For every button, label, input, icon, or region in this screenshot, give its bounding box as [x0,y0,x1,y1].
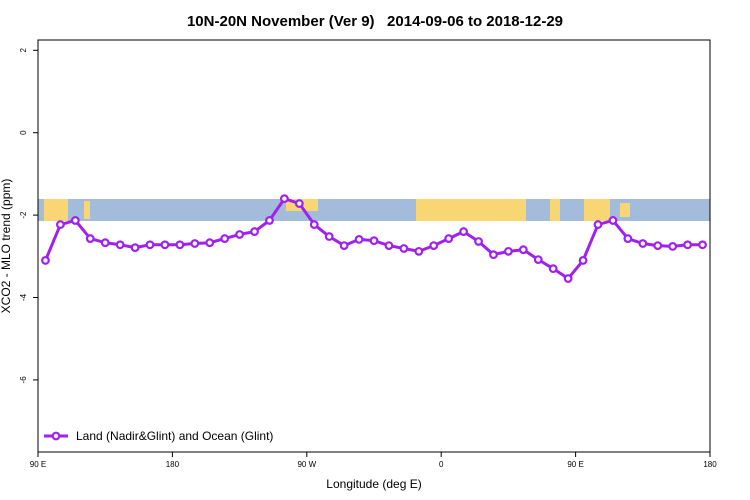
data-point [235,230,245,239]
data-point [250,227,259,236]
data-point [190,239,200,248]
data-point [41,256,50,265]
data-point [205,238,215,248]
data-point [220,234,230,243]
data-point [175,240,185,250]
x-tick-label: 90 E [567,460,583,469]
y-tick-label: -4 [19,293,28,301]
data-point [354,235,364,244]
land [550,199,560,221]
data-point [668,242,678,251]
data-point [294,199,304,208]
data-point [100,238,110,248]
land [84,201,90,219]
x-tick-label: 90 W [297,460,316,469]
x-tick-label: 180 [166,460,180,469]
x-tick-label: 90 E [30,460,46,469]
data-point [518,245,528,255]
data-point [324,232,334,241]
data-point [429,241,439,250]
data-point [145,240,155,250]
y-tick-label: 0 [19,130,28,135]
data-point [533,255,543,264]
data-point [683,240,692,250]
data-point [623,234,633,243]
x-tick-label: 0 [439,460,444,469]
data-point [489,250,498,260]
x-axis-label: Longitude (deg E) [326,477,421,491]
x-tick-label: 180 [703,460,717,469]
land [416,199,526,221]
data-point [309,220,319,229]
data-point [608,216,618,225]
land [584,199,610,221]
data-point [548,264,558,274]
data-point [459,227,469,236]
data-point [265,216,274,225]
data-point [414,246,424,256]
land [620,203,630,217]
data-point [504,246,513,256]
legend-marker [51,431,61,441]
data-point [638,239,648,248]
data-point [280,194,289,204]
data-point [160,240,170,250]
data-point [115,240,125,250]
y-tick-label: -6 [19,376,28,384]
data-point [474,237,483,246]
data-point [563,274,573,283]
data-point [70,216,80,225]
data-point [399,244,409,253]
data-point [56,220,65,229]
y-axis-label: XCO2 - MLO trend (ppm) [0,179,13,314]
data-point [578,256,588,265]
data-point [653,241,663,250]
chart-title: 10N-20N November (Ver 9) 2014-09-06 to 2… [187,13,563,30]
data-point [369,236,379,246]
data-point [444,234,454,243]
legend-label: Land (Nadir&Glint) and Ocean (Glint) [76,429,273,443]
plot-frame [37,39,711,453]
data-point [130,243,140,253]
data-point [384,241,394,250]
data-point [593,220,603,229]
data-point [698,240,707,250]
land [44,199,68,221]
data-point [85,234,95,243]
ocean [38,199,710,221]
data-point [339,241,349,250]
y-tick-label: -2 [19,211,28,219]
map-band [38,199,710,221]
y-tick-label: 2 [19,48,28,53]
